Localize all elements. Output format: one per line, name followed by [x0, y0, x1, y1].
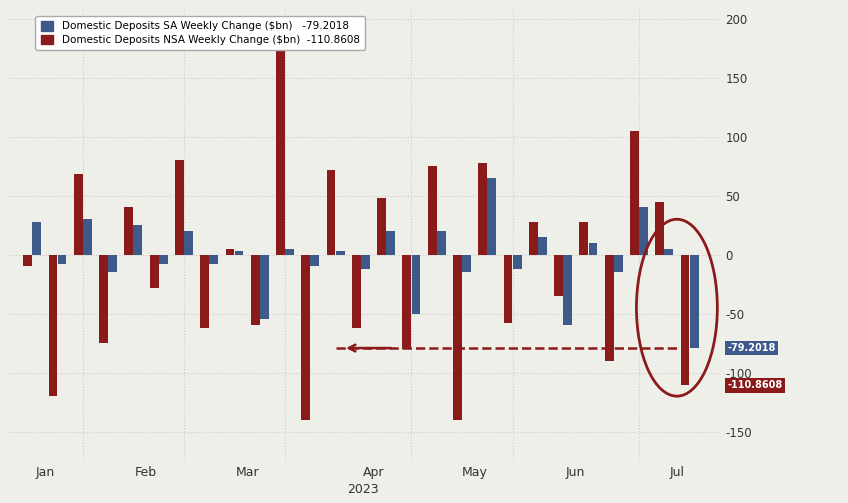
Bar	[326, 170, 336, 255]
Text: -79.2018: -79.2018	[727, 343, 775, 353]
Bar	[377, 198, 386, 255]
Bar	[361, 255, 370, 269]
Bar	[276, 45, 285, 255]
Bar	[478, 162, 487, 255]
Bar	[48, 255, 58, 396]
Bar	[563, 255, 572, 325]
Legend: Domestic Deposits SA Weekly Change ($bn)   -79.2018, Domestic Deposits NSA Weekl: Domestic Deposits SA Weekly Change ($bn)…	[36, 16, 365, 50]
Bar	[681, 255, 689, 385]
Bar	[427, 166, 437, 255]
Bar	[175, 160, 184, 255]
Bar	[352, 255, 360, 328]
Bar	[83, 219, 92, 255]
Bar	[310, 255, 320, 267]
Bar	[259, 255, 269, 319]
Bar	[99, 255, 108, 343]
Bar	[614, 255, 622, 272]
Bar	[285, 248, 294, 255]
Bar	[453, 255, 462, 420]
Bar	[664, 248, 673, 255]
Bar	[23, 255, 32, 267]
Bar	[639, 207, 648, 255]
Bar	[235, 251, 243, 255]
Bar	[74, 175, 82, 255]
Bar	[656, 202, 664, 255]
Bar	[529, 222, 538, 255]
Bar	[226, 248, 234, 255]
Bar	[125, 207, 133, 255]
Bar	[200, 255, 209, 328]
Bar	[538, 237, 547, 255]
Bar	[689, 255, 699, 348]
Bar	[630, 131, 639, 255]
Bar	[336, 251, 344, 255]
Bar	[589, 243, 597, 255]
Bar	[403, 255, 411, 349]
Bar	[513, 255, 522, 269]
Bar	[411, 255, 421, 313]
Bar	[437, 231, 446, 255]
Bar	[149, 255, 159, 288]
Bar	[554, 255, 563, 296]
Text: -110.8608: -110.8608	[727, 380, 782, 390]
Bar	[58, 255, 66, 264]
Bar	[32, 222, 42, 255]
X-axis label: 2023: 2023	[348, 483, 379, 496]
Bar	[504, 255, 512, 323]
Bar	[184, 231, 192, 255]
Bar	[209, 255, 218, 264]
Bar	[109, 255, 117, 272]
Bar	[579, 222, 589, 255]
Bar	[605, 255, 614, 361]
Bar	[133, 225, 142, 255]
Bar	[159, 255, 168, 264]
Bar	[488, 178, 496, 255]
Bar	[251, 255, 259, 325]
Bar	[387, 231, 395, 255]
Bar	[462, 255, 471, 272]
Bar	[301, 255, 310, 420]
